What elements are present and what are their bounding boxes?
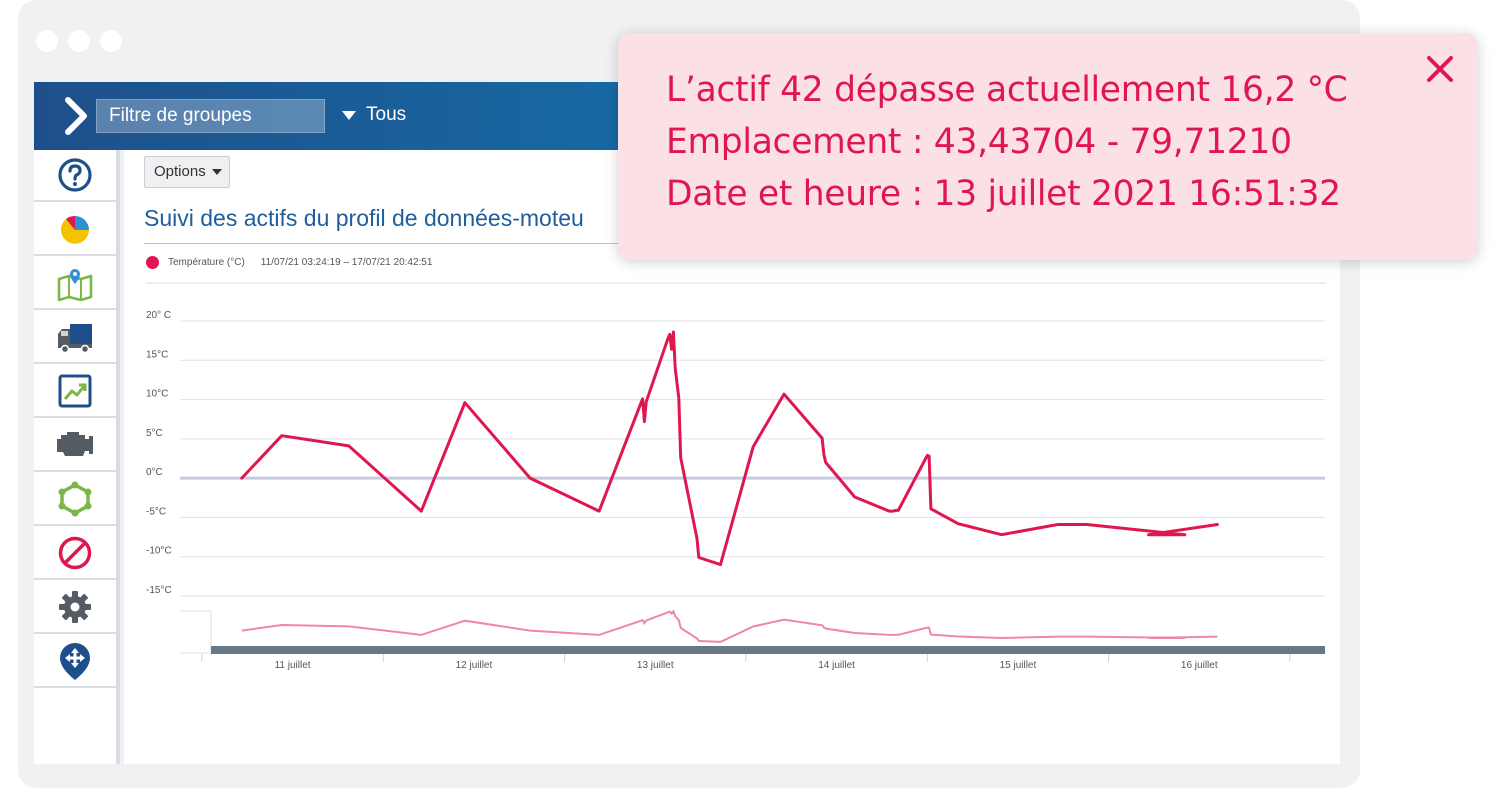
sidebar-item-map[interactable] — [34, 258, 116, 310]
x-tick-label: 16 juillet — [1181, 660, 1218, 671]
legend-series-label: Température (°C) — [168, 257, 245, 268]
y-tick-label: 0°C — [146, 467, 163, 478]
y-tick-label: 10°C — [146, 389, 168, 400]
navigator-series-line — [241, 609, 1218, 643]
expand-menu-icon[interactable] — [56, 96, 96, 136]
engine-icon — [57, 432, 93, 456]
help-icon — [58, 158, 92, 192]
group-dropdown[interactable]: Tous — [342, 104, 406, 126]
sidebar-item-engine[interactable] — [34, 420, 116, 472]
alert-popup: L’actif 42 dépasse actuellement 16,2 °C … — [618, 33, 1478, 260]
window-dot — [100, 30, 122, 52]
x-tick-label: 11 juillet — [275, 660, 311, 671]
chevron-down-icon — [211, 169, 222, 176]
chevron-down-icon — [342, 110, 356, 120]
window-dot — [68, 30, 90, 52]
x-tick-label: 12 juillet — [456, 660, 493, 671]
window-dot — [36, 30, 58, 52]
chart-legend[interactable]: Température (°C) 11/07/21 03:24:19 – 17/… — [146, 256, 432, 269]
alert-datetime: Date et heure : 13 juillet 2021 16:51:32 — [666, 174, 1341, 214]
location-pin-icon — [60, 643, 90, 680]
navigator-scrollbar — [211, 646, 1325, 654]
y-tick-label: -15°C — [146, 585, 172, 596]
page-title: Suivi des actifs du profil de données-mo… — [144, 205, 584, 231]
group-filter-input[interactable]: Filtre de groupes — [96, 99, 325, 133]
temperature-chart[interactable]: 20° C 15°C 10°C 5°C 0°C -5°C -10°C -15°C 11 juil… — [124, 150, 1340, 750]
x-tick-label: 13 juillet — [637, 660, 674, 671]
truck-icon — [58, 324, 92, 354]
y-tick-label: -5°C — [146, 506, 166, 517]
no-entry-icon — [58, 536, 92, 570]
group-dropdown-label: Tous — [366, 104, 407, 125]
sidebar-item-dashboard[interactable] — [34, 204, 116, 256]
sidebar-item-settings[interactable] — [34, 582, 116, 634]
sidebar-item-navigation[interactable] — [34, 636, 116, 688]
sidebar-item-reports[interactable] — [34, 366, 116, 418]
x-tick-label: 14 juillet — [818, 660, 855, 671]
y-tick-label: -10°C — [146, 546, 172, 557]
y-tick-label: 20° C — [146, 310, 171, 321]
close-icon[interactable] — [1424, 53, 1456, 85]
y-tick-label: 15°C — [146, 349, 168, 360]
options-label: Options — [154, 163, 206, 180]
zone-network-icon — [58, 481, 92, 517]
map-icon — [57, 269, 93, 301]
legend-date-range: 11/07/21 03:24:19 – 17/07/21 20:42:51 — [260, 257, 433, 268]
sidebar-item-vehicles[interactable] — [34, 312, 116, 364]
sidebar-item-exceptions[interactable] — [34, 528, 116, 580]
legend-marker — [146, 256, 159, 269]
trend-chart-icon — [58, 374, 92, 408]
alert-message: L’actif 42 dépasse actuellement 16,2 °C — [666, 70, 1348, 110]
sidebar-item-zones[interactable] — [34, 474, 116, 526]
x-tick-label: 15 juillet — [1000, 660, 1037, 671]
options-button[interactable]: Options — [144, 156, 230, 188]
temperature-series-line — [240, 330, 1219, 567]
y-tick-label: 5°C — [146, 428, 163, 439]
sidebar-item-help[interactable] — [34, 150, 116, 202]
alert-location: Emplacement : 43,43704 - 79,71210 — [666, 122, 1292, 162]
pie-chart-icon — [61, 215, 89, 244]
gear-icon — [59, 591, 91, 623]
sidebar — [34, 150, 120, 764]
